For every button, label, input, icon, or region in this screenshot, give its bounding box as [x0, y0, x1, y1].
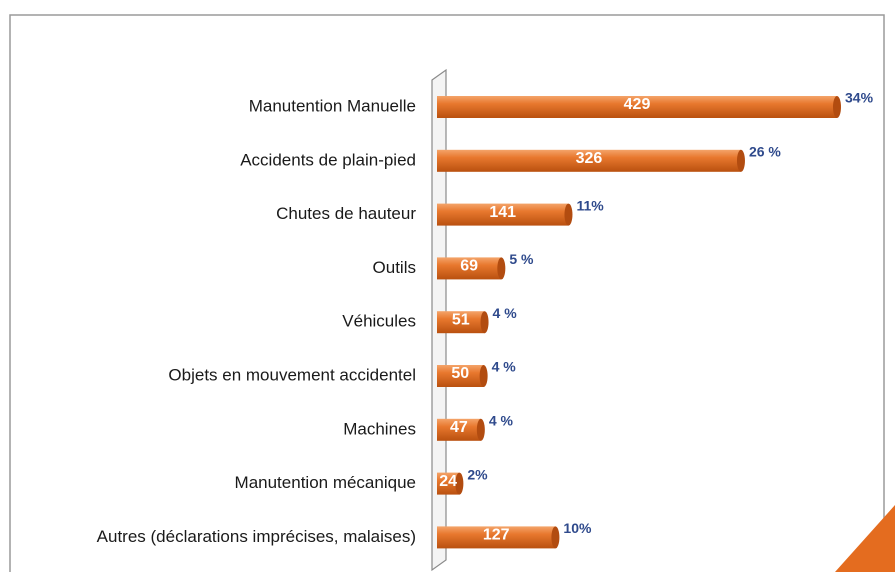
percent-label: 4 %: [489, 413, 514, 429]
value-label: 47: [450, 419, 468, 436]
category-label: Machines: [343, 419, 416, 438]
value-label: 69: [460, 258, 478, 275]
category-label: Chutes de hauteur: [276, 204, 416, 223]
category-label: Accidents de plain-pied: [240, 150, 416, 169]
bar: [437, 365, 484, 387]
bar: [437, 418, 481, 441]
percent-label: 2%: [467, 466, 488, 482]
bar-cap: [833, 96, 841, 118]
percent-label: 4 %: [493, 305, 518, 321]
bar: [437, 257, 502, 280]
percent-label: 26 %: [749, 144, 781, 160]
percent-label: 11%: [576, 197, 604, 213]
bar-cap: [736, 149, 745, 172]
value-label: 141: [489, 204, 516, 221]
bar: [437, 311, 485, 334]
bar-cap: [480, 311, 489, 334]
category-label: Manutention Manuelle: [249, 96, 416, 115]
value-label: 429: [624, 96, 651, 113]
value-label: 50: [451, 365, 469, 382]
bar: [437, 472, 460, 495]
bar-cap: [564, 203, 573, 226]
value-label: 51: [452, 311, 470, 328]
bar-cap: [479, 365, 488, 387]
bar: [437, 203, 569, 226]
bar-cap: [476, 418, 485, 441]
bar-cap: [551, 526, 560, 549]
percent-label: 5 %: [509, 251, 534, 267]
percent-label: 34%: [845, 90, 874, 106]
percent-label: 10%: [563, 520, 592, 536]
value-label: 326: [576, 150, 603, 167]
category-label: Autres (déclarations imprécises, malaise…: [97, 527, 416, 546]
category-label: Manutention mécanique: [235, 473, 416, 492]
bar-cap: [455, 472, 464, 495]
bar: [437, 149, 741, 172]
bar-cap: [497, 257, 506, 280]
bar: [437, 526, 556, 549]
value-label: 127: [483, 527, 510, 544]
bar: [437, 96, 837, 118]
value-label: 24: [439, 473, 457, 490]
category-label: Véhicules: [342, 312, 416, 331]
category-label: Objets en mouvement accidentel: [168, 365, 416, 384]
category-label: Outils: [373, 258, 416, 277]
corner-accent: [835, 505, 895, 572]
percent-label: 4 %: [492, 359, 517, 375]
frame: [9, 14, 885, 572]
